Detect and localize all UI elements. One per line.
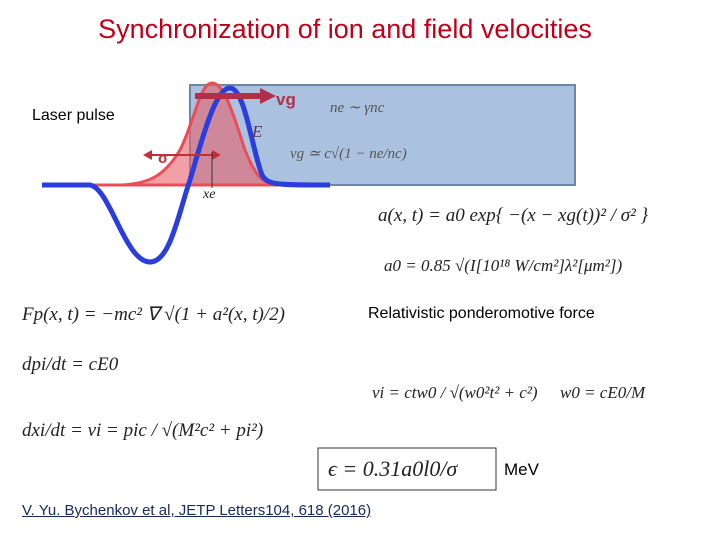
arrow-head <box>143 150 152 160</box>
ponderomotive-label: Relativistic ponderomotive force <box>368 305 595 322</box>
equation: w0 = cE0/M <box>560 383 646 402</box>
equation: dpi/dt = cE0 <box>22 354 119 375</box>
laser-pulse <box>42 81 281 187</box>
result-box <box>317 447 497 491</box>
equation: a(x, t) = a0 exp{ −(x − xg(t))² / σ² } <box>378 205 649 226</box>
equation: ϵ = 0.31a0l0/σ <box>328 456 458 481</box>
velocity-eq: vg ≃ c√(1 − ne/nc) <box>290 146 407 162</box>
arrow-head <box>260 88 276 104</box>
title: Synchronization of ion and field velocit… <box>98 14 592 44</box>
equation: Fp(x, t) = −mc² ∇ √(1 + a²(x, t)/2) <box>22 304 285 325</box>
xe-label: xe <box>203 187 216 202</box>
equation: dxi/dt = vi = pic / √(M²c² + pi²) <box>22 420 264 441</box>
e-label: E <box>252 122 263 141</box>
arrow-head <box>212 150 221 160</box>
laser-label: Laser pulse <box>32 107 115 124</box>
field-curve <box>42 85 331 265</box>
sigma-label: σ <box>158 150 169 167</box>
density-eq: ne ∼ γnc <box>330 100 385 116</box>
citation: V. Yu. Bychenkov et al, JETP Letters104,… <box>22 502 372 519</box>
unit-label: MeV <box>504 460 539 479</box>
vg-label: vg <box>276 90 296 109</box>
equation: vi = ctw0 / √(w0²t² + c²) <box>372 383 538 402</box>
equation: a0 = 0.85 √(I[10¹⁸ W/cm²]λ²[μm²]) <box>384 256 623 275</box>
